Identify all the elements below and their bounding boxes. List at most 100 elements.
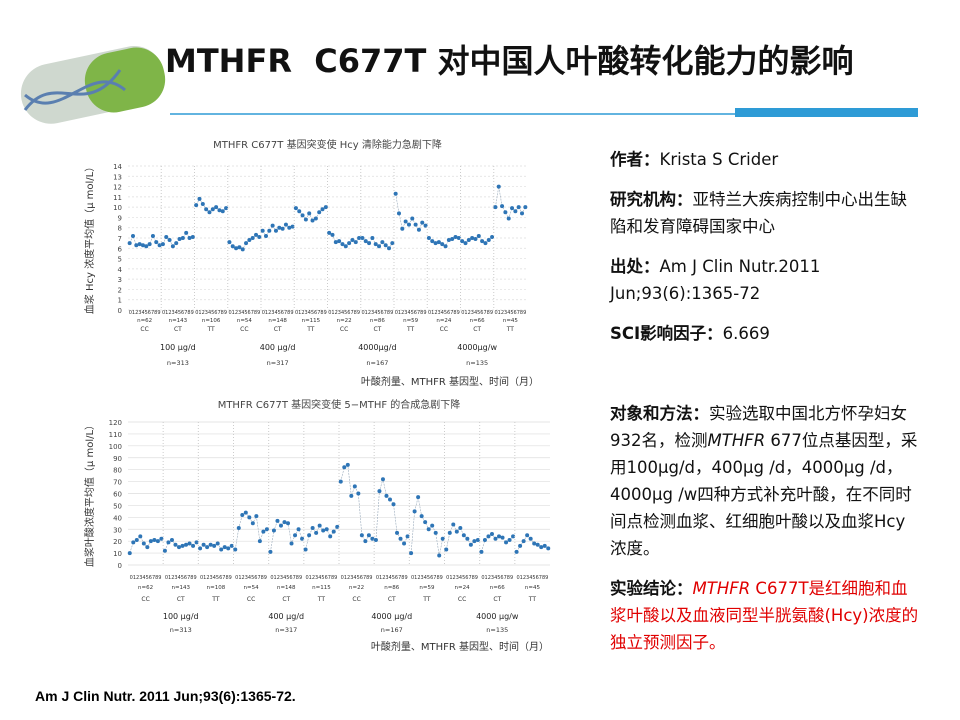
dose-n: n=135 [466, 359, 488, 367]
point [268, 549, 273, 554]
point [521, 539, 526, 544]
point [511, 534, 516, 539]
point [263, 233, 268, 238]
point [473, 237, 478, 242]
group-n: n=115 [312, 585, 331, 591]
point [180, 543, 185, 548]
point [343, 244, 348, 249]
point [278, 523, 283, 528]
y-tick-label: 3 [118, 276, 122, 284]
y-tick-label: 4 [118, 266, 123, 274]
y-tick-label: 12 [113, 184, 122, 192]
point [500, 535, 505, 540]
point [273, 228, 278, 233]
dose-n: n=167 [381, 626, 403, 634]
point [503, 210, 508, 215]
point [227, 240, 232, 245]
dose-label: 4000 μg/w [476, 612, 519, 621]
series-line [340, 464, 373, 542]
x-axis-label: 叶酸剂量、MTHFR 基因型、时间（月） [371, 640, 549, 653]
series-line [129, 535, 162, 554]
series-line [270, 520, 303, 552]
genotype: CT [493, 596, 501, 603]
point [504, 540, 509, 545]
point [240, 512, 245, 517]
point [257, 234, 262, 239]
text: C677T是红细胞和血浆叶酸以及血液同型半胱氨酸(Hcy)浓度的独立预测因子。 [610, 579, 919, 652]
point [197, 196, 202, 201]
y-tick-label: 0 [118, 562, 122, 570]
point [328, 534, 333, 539]
series-line [262, 224, 293, 237]
point [518, 543, 523, 548]
point [539, 545, 544, 550]
point [454, 529, 459, 534]
point [460, 239, 465, 244]
point [402, 541, 407, 546]
point [141, 541, 146, 546]
point [310, 526, 315, 531]
point [520, 211, 525, 216]
group-n: n=115 [302, 318, 321, 324]
point [430, 239, 435, 244]
point [173, 542, 178, 547]
point [398, 536, 403, 541]
point [267, 228, 272, 233]
title-bar [735, 108, 918, 117]
group-n: n=106 [202, 318, 221, 324]
time-label: 0123456789 [376, 575, 408, 581]
point [210, 207, 215, 212]
group-n: n=22 [349, 585, 364, 591]
y-axis-label: 血浆叶酸浓度平均值（μ mol/L） [83, 420, 96, 567]
point [426, 236, 431, 240]
title: MTHFR C677T 对中国人叶酸转化能力的影响 [165, 42, 854, 80]
group-n: n=143 [169, 318, 188, 324]
series-line [481, 533, 514, 552]
y-tick-label: 9 [118, 214, 122, 222]
point [433, 241, 438, 246]
point [373, 537, 378, 542]
y-tick-label: 30 [113, 526, 122, 534]
y-tick-label: 50 [113, 502, 122, 510]
genotype: CC [247, 596, 255, 603]
genotype: CC [458, 596, 466, 603]
point [320, 207, 325, 212]
source: 出处：Am J Clin Nutr.2011 Jun;93(6):1365-72 [610, 253, 920, 307]
time-label: 0123456789 [195, 310, 227, 316]
x-axis-label: 叶酸剂量、MTHFR 基因型、时间（月） [361, 375, 539, 388]
point [472, 539, 477, 544]
point [409, 551, 414, 556]
point [212, 543, 217, 548]
point [489, 532, 494, 537]
point [307, 211, 312, 216]
point [416, 495, 421, 500]
genotype: CT [388, 596, 396, 603]
point [395, 530, 400, 535]
point [317, 210, 322, 215]
point [170, 244, 175, 249]
point [289, 541, 294, 546]
point [127, 241, 132, 246]
point [229, 543, 234, 548]
y-tick-label: 6 [118, 245, 123, 253]
point [356, 491, 361, 496]
y-tick-label: 120 [109, 419, 122, 427]
time-label: 0123456789 [228, 310, 260, 316]
point [338, 479, 343, 484]
point [342, 465, 347, 470]
point [345, 462, 350, 467]
point [513, 209, 518, 214]
point [500, 204, 505, 209]
point [468, 542, 473, 547]
point [377, 489, 382, 494]
chart-title: MTHFR C677T 基因突变使 5−MTHF 的合成急剧下降 [218, 398, 461, 411]
point [282, 520, 287, 525]
group-n: n=148 [268, 318, 287, 324]
dose-label: 400 μg/d [268, 612, 304, 621]
point [157, 243, 162, 248]
series-line [445, 523, 479, 550]
time-label: 0123456789 [395, 310, 427, 316]
point [144, 244, 149, 249]
